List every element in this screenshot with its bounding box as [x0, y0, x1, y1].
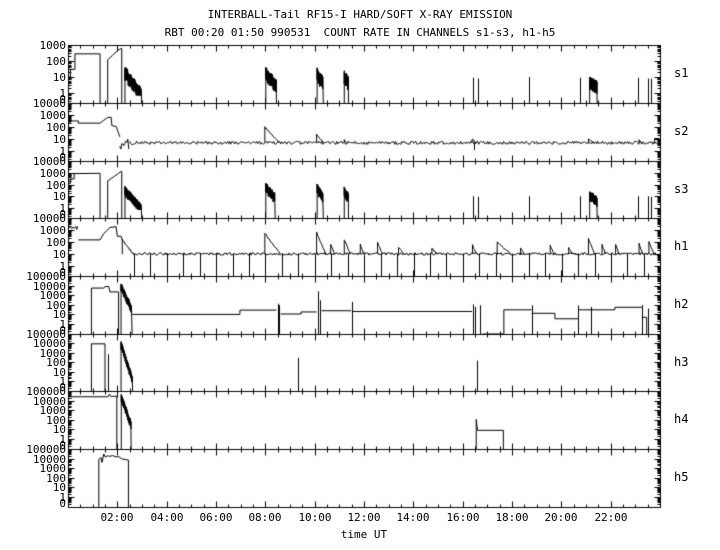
- y-tick-label: 100: [46, 236, 66, 249]
- y-tick-label: 100: [46, 179, 66, 192]
- y-tick-label: 1000: [39, 39, 67, 52]
- y-tick-label: 10000: [32, 212, 66, 225]
- y-tick-label: 1: [59, 491, 66, 504]
- panel-label-h1: h1: [674, 239, 689, 253]
- y-tick-label: 1000: [39, 289, 67, 302]
- panel-label-s2: s2: [674, 124, 689, 138]
- y-tick-label: 1000: [39, 347, 67, 360]
- y-tick-label: 0: [59, 266, 66, 279]
- panel-label-h4: h4: [674, 412, 689, 426]
- y-tick-label: 1000: [39, 167, 67, 180]
- y-tick-label: 0: [59, 381, 66, 394]
- x-tick-label: 12:00: [347, 511, 381, 524]
- y-tick-label: 1: [59, 145, 66, 158]
- x-tick-label: 22:00: [594, 511, 628, 524]
- y-tick-label: 1000: [39, 404, 67, 417]
- y-tick-label: 10000: [32, 395, 66, 408]
- x-tick-label: 16:00: [446, 511, 480, 524]
- y-tick-label: 0: [59, 208, 66, 221]
- y-tick-label: 0: [59, 497, 66, 510]
- y-tick-label: 10000: [32, 337, 66, 350]
- y-tick-label: 10: [52, 481, 66, 494]
- y-tick-label: 100: [46, 299, 66, 312]
- y-tick-label: 10: [52, 71, 66, 84]
- y-tick-label: 1: [59, 318, 66, 331]
- y-tick-label: 100: [46, 472, 66, 485]
- y-tick-label: 10000: [32, 97, 66, 110]
- x-tick-label: 10:00: [298, 511, 332, 524]
- y-tick-label: 0: [59, 151, 66, 164]
- x-tick-label: 02:00: [100, 511, 134, 524]
- y-tick-label: 10: [52, 133, 66, 146]
- panel-label-s3: s3: [674, 182, 689, 196]
- x-tick-label: 20:00: [544, 511, 578, 524]
- y-tick-label: 1: [59, 433, 66, 446]
- panel-label-h2: h2: [674, 297, 689, 311]
- y-tick-label: 100: [46, 55, 66, 68]
- y-tick-label: 100000: [26, 385, 66, 398]
- y-tick-label: 10: [52, 308, 66, 321]
- y-tick-label: 100: [46, 414, 66, 427]
- y-tick-label: 100000: [26, 270, 66, 283]
- y-tick-label: 0: [59, 439, 66, 452]
- x-tick-label: 14:00: [396, 511, 430, 524]
- y-tick-label: 100: [46, 121, 66, 134]
- y-tick-label: 10000: [32, 280, 66, 293]
- y-tick-label: 100000: [26, 328, 66, 341]
- y-tick-label: 1000: [39, 224, 67, 237]
- panel-label-h3: h3: [674, 355, 689, 369]
- y-tick-label: 10: [52, 248, 66, 261]
- y-tick-label: 10: [52, 423, 66, 436]
- chart-title: INTERBALL-Tail RF15-I HARD/SOFT X-RAY EM…: [207, 8, 513, 21]
- y-tick-label: 10000: [32, 453, 66, 466]
- y-tick-label: 100: [46, 356, 66, 369]
- y-tick-label: 0: [59, 93, 66, 106]
- y-tick-label: 1000: [39, 109, 67, 122]
- x-tick-label: 18:00: [495, 511, 529, 524]
- y-tick-label: 0: [59, 324, 66, 337]
- panel-label-h5: h5: [674, 470, 689, 484]
- x-tick-label: 08:00: [248, 511, 282, 524]
- chart-subtitle: RBT 00:20 01:50 990531 COUNT RATE IN CHA…: [164, 26, 556, 39]
- panel-label-s1: s1: [674, 66, 689, 80]
- x-tick-label: 04:00: [150, 511, 184, 524]
- y-tick-label: 10000: [32, 155, 66, 168]
- y-tick-label: 10: [52, 190, 66, 203]
- y-tick-label: 1000: [39, 462, 67, 475]
- x-tick-label: 06:00: [199, 511, 233, 524]
- y-tick-label: 1: [59, 375, 66, 388]
- y-tick-label: 10: [52, 366, 66, 379]
- y-tick-label: 1: [59, 202, 66, 215]
- y-tick-label: 100000: [26, 443, 66, 456]
- y-tick-label: 1: [59, 260, 66, 273]
- x-axis-title: time UT: [340, 528, 388, 541]
- y-tick-label: 1: [59, 87, 66, 100]
